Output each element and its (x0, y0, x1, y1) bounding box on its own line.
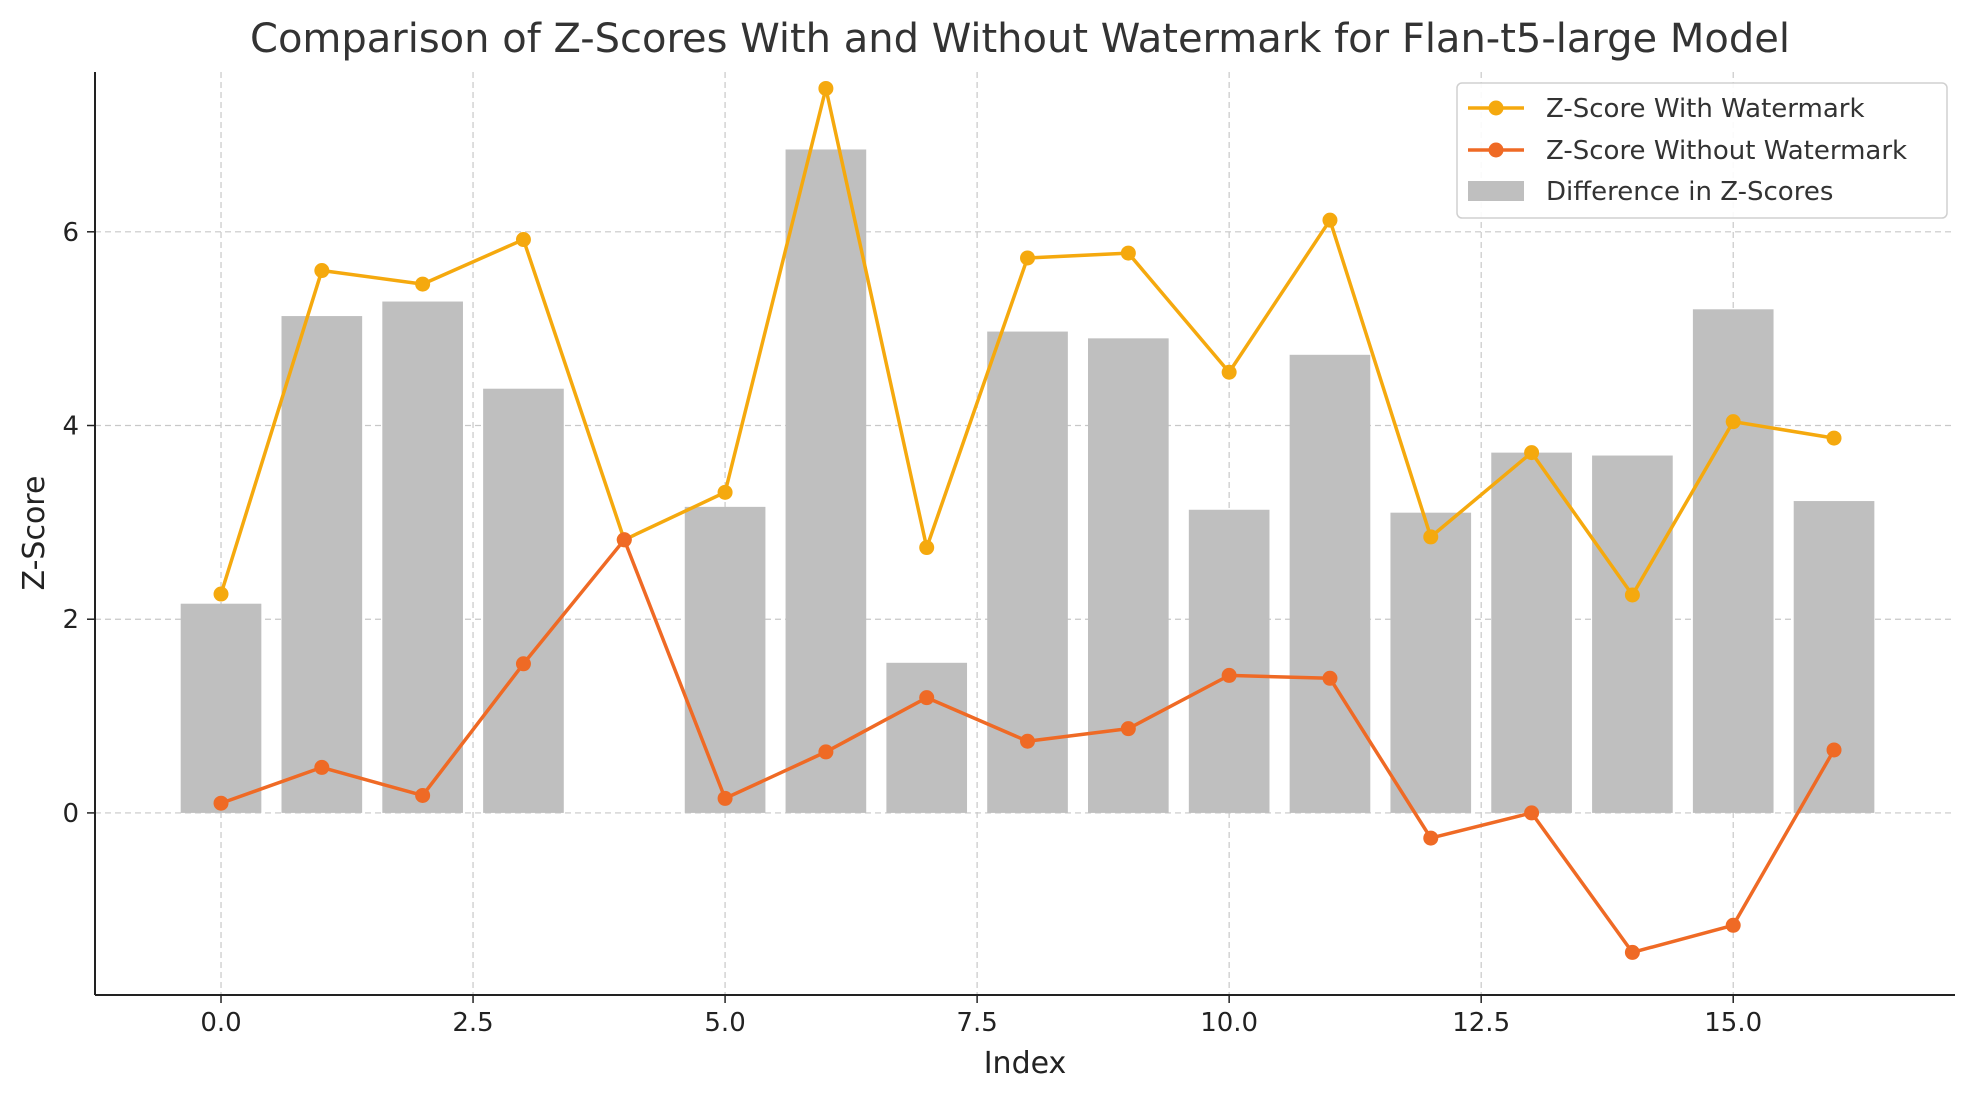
bar-difference (987, 331, 1068, 813)
point-without-watermark (1725, 917, 1741, 933)
legend-label-without-watermark: Z-Score Without Watermark (1546, 136, 1907, 166)
bar-difference (281, 316, 363, 813)
point-without-watermark (1624, 944, 1640, 960)
bars (180, 149, 1875, 813)
legend-box (1456, 82, 1948, 219)
legend-marker-without-watermark (1488, 142, 1504, 158)
bar-difference (684, 506, 766, 813)
bar-difference (483, 388, 564, 813)
x-tick-label: 12.5 (1452, 1008, 1510, 1038)
lines (213, 80, 1842, 960)
legend-marker-with-watermark (1488, 100, 1504, 116)
point-with-watermark (1020, 250, 1036, 266)
y-tick-label: 0 (62, 799, 79, 829)
x-tick-label: 15.0 (1704, 1008, 1762, 1038)
bar-difference (180, 603, 262, 813)
legend-label-with-watermark: Z-Score With Watermark (1546, 94, 1865, 124)
point-with-watermark (1322, 212, 1338, 228)
bar-difference (785, 149, 867, 813)
point-with-watermark (1221, 364, 1237, 380)
x-tick-label: 7.5 (956, 1008, 997, 1038)
point-with-watermark (1120, 245, 1136, 261)
x-tick-label: 2.5 (452, 1008, 493, 1038)
point-without-watermark (314, 759, 330, 775)
point-without-watermark (213, 795, 229, 811)
point-without-watermark (1120, 721, 1136, 737)
x-tick-label: 5.0 (704, 1008, 745, 1038)
bar-difference (1592, 455, 1673, 813)
point-with-watermark (717, 484, 733, 500)
point-with-watermark (213, 586, 229, 602)
y-tick-label: 6 (62, 218, 79, 248)
point-with-watermark (1826, 430, 1842, 446)
bar-difference (1793, 501, 1875, 813)
bar-difference (1088, 338, 1169, 813)
bar-difference (1692, 309, 1774, 813)
bar-difference (1289, 354, 1371, 813)
x-tick-label: 10.0 (1200, 1008, 1258, 1038)
y-ticks: 0 2 4 6 (62, 218, 95, 829)
x-axis-label: Index (984, 1046, 1067, 1081)
bar-difference (1390, 512, 1472, 813)
point-with-watermark (1423, 529, 1439, 545)
bar-difference (886, 662, 968, 813)
x-ticks: 0.0 2.5 5.0 7.5 10.0 12.5 15.0 (200, 995, 1762, 1038)
legend-label-difference: Difference in Z-Scores (1546, 177, 1833, 207)
point-without-watermark (415, 787, 431, 803)
point-without-watermark (1423, 830, 1439, 846)
point-without-watermark (1826, 742, 1842, 758)
chart-title: Comparison of Z-Scores With and Without … (250, 16, 1790, 62)
point-without-watermark (818, 744, 834, 760)
point-with-watermark (1725, 414, 1741, 430)
axes-spines (94, 72, 1955, 996)
point-with-watermark (818, 80, 834, 96)
y-axis-label: Z-Score (17, 476, 52, 591)
bar-difference (1188, 509, 1270, 813)
legend-patch-difference (1468, 181, 1524, 201)
point-without-watermark (515, 656, 531, 672)
bar-difference (382, 301, 463, 813)
point-without-watermark (1524, 805, 1540, 821)
y-tick-label: 2 (62, 605, 79, 635)
y-tick-label: 4 (62, 412, 79, 442)
point-without-watermark (616, 532, 632, 548)
point-without-watermark (1020, 733, 1036, 749)
bar-difference (1491, 452, 1572, 813)
point-with-watermark (415, 276, 431, 292)
point-with-watermark (1524, 445, 1540, 461)
point-with-watermark (919, 540, 935, 556)
point-without-watermark (919, 690, 935, 706)
point-with-watermark (1624, 587, 1640, 603)
x-tick-label: 0.0 (200, 1008, 241, 1038)
point-with-watermark (515, 232, 531, 248)
point-without-watermark (1221, 667, 1237, 683)
point-with-watermark (314, 263, 330, 279)
point-without-watermark (717, 790, 733, 806)
point-without-watermark (1322, 670, 1338, 686)
legend: Z-Score With Watermark Z-Score Without W… (1456, 82, 1948, 219)
